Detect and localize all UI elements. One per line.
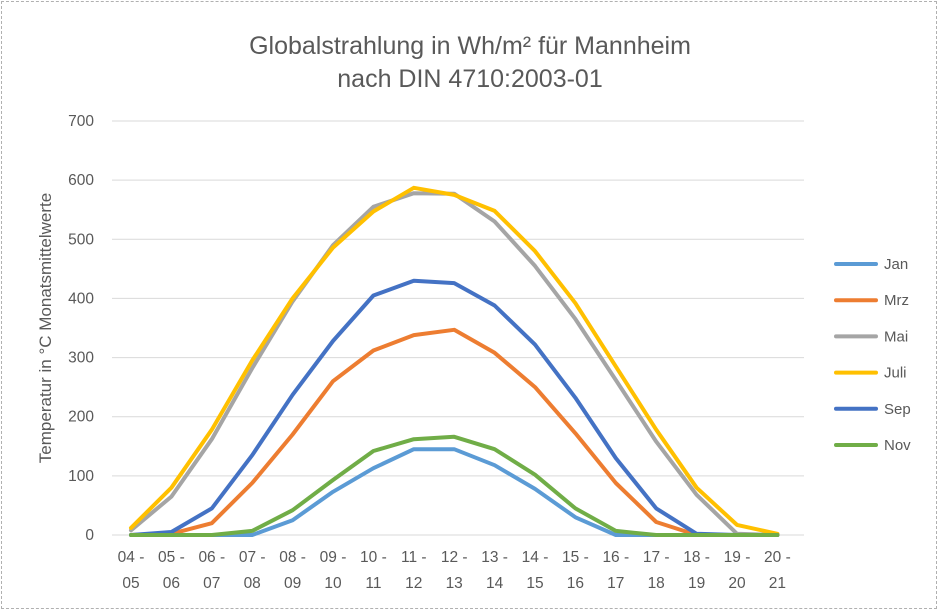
x-tick-label: 14: [486, 575, 504, 592]
x-tick-label: 15 -: [562, 549, 589, 566]
y-axis-title: Temperatur in °C Monatsmittelwerte: [36, 193, 55, 463]
legend-label: Juli: [884, 365, 907, 382]
chart-title-line-1: Globalstrahlung in Wh/m² für Mannheim: [249, 32, 691, 60]
x-tick-label: 20 -: [764, 549, 791, 566]
x-tick-label: 19: [688, 575, 705, 592]
series-line-juli: [129, 185, 780, 536]
x-tick-label: 10: [324, 575, 342, 592]
x-tick-label: 13 -: [481, 549, 508, 566]
x-tick-label: 05: [122, 575, 139, 592]
x-tick-label: 16 -: [602, 549, 629, 566]
series-line-sep: [129, 278, 780, 537]
x-tick-label: 20: [728, 575, 746, 592]
x-tick-label: 11 -: [401, 549, 427, 566]
legend-label: Mai: [884, 328, 908, 345]
x-tick-label: 13: [446, 575, 463, 592]
x-tick-label: 15: [526, 575, 543, 592]
x-tick-label: 12 -: [441, 549, 468, 566]
x-tick-label: 21: [769, 575, 786, 592]
x-tick-label: 09: [284, 575, 301, 592]
x-tick-label: 16: [567, 575, 584, 592]
y-tick-label: 600: [68, 172, 94, 189]
gridlines: [112, 120, 804, 536]
legend-label: Mrz: [884, 292, 909, 309]
x-tick-label: 06 -: [198, 549, 225, 566]
x-tick-label: 09 -: [320, 549, 347, 566]
x-tick-label: 11: [365, 575, 381, 592]
series-line-nov: [129, 434, 780, 537]
x-tick-label: 08: [244, 575, 261, 592]
y-tick-label: 700: [68, 113, 94, 130]
x-tick-label: 07 -: [239, 549, 266, 566]
legend-label: Nov: [884, 437, 911, 454]
y-tick-label: 400: [68, 290, 94, 307]
x-tick-label: 10 -: [360, 549, 387, 566]
legend-label: Jan: [884, 256, 908, 273]
x-tick-label: 17: [607, 575, 624, 592]
x-axis-ticks: 04 - 05 05 - 06 06 - 07 07 - 08 08 - 09 09 - 10 10 -…: [118, 549, 791, 592]
x-tick-label: 14 -: [522, 549, 549, 566]
series-line-mai: [129, 191, 780, 537]
x-tick-label: 18 -: [683, 549, 710, 566]
y-tick-label: 500: [68, 231, 94, 248]
x-tick-label: 07: [203, 575, 220, 592]
x-tick-label: 18: [648, 575, 665, 592]
y-tick-label: 200: [68, 409, 94, 426]
y-tick-label: 100: [68, 468, 94, 485]
x-tick-label: 12: [405, 575, 422, 592]
legend-label: Sep: [884, 401, 911, 418]
x-tick-label: 05 -: [158, 549, 185, 566]
x-tick-label: 06: [163, 575, 180, 592]
series-lines: [129, 185, 780, 537]
x-tick-label: 04 -: [118, 549, 145, 566]
y-axis-ticks: 0 100 200 300 400 500 600 700: [68, 113, 94, 544]
x-tick-label: 17 -: [643, 549, 670, 566]
series-line-mrz: [129, 327, 780, 537]
x-tick-label: 08 -: [279, 549, 306, 566]
legend: Jan Mrz Mai Juli Sep Nov: [834, 256, 911, 454]
x-tick-label: 19 -: [724, 549, 751, 566]
y-tick-label: 0: [85, 527, 94, 544]
chart-title-line-2: nach DIN 4710:2003-01: [337, 65, 602, 93]
y-tick-label: 300: [68, 350, 94, 367]
